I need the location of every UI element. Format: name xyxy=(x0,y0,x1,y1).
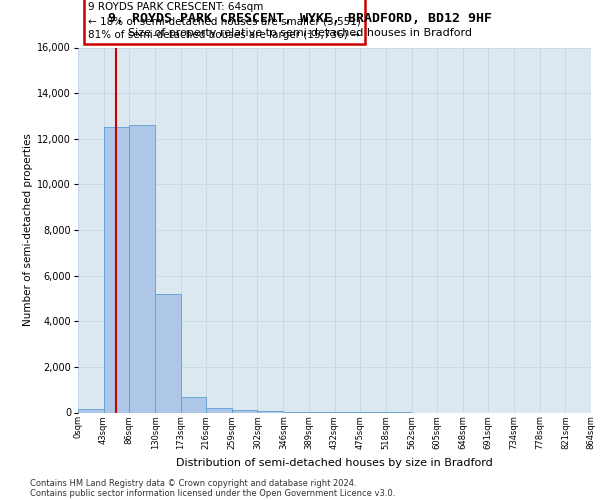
Y-axis label: Number of semi-detached properties: Number of semi-detached properties xyxy=(23,134,33,326)
Bar xyxy=(181,396,206,412)
Text: Size of property relative to semi-detached houses in Bradford: Size of property relative to semi-detach… xyxy=(128,28,472,38)
Text: 9, ROYDS PARK CRESCENT, WYKE, BRADFORD, BD12 9HF: 9, ROYDS PARK CRESCENT, WYKE, BRADFORD, … xyxy=(108,12,492,26)
Bar xyxy=(232,410,257,412)
Text: 9 ROYDS PARK CRESCENT: 64sqm
← 18% of semi-detached houses are smaller (3,551)
8: 9 ROYDS PARK CRESCENT: 64sqm ← 18% of se… xyxy=(88,2,361,40)
Bar xyxy=(206,408,232,412)
Bar xyxy=(78,409,104,412)
Bar xyxy=(104,128,129,412)
X-axis label: Distribution of semi-detached houses by size in Bradford: Distribution of semi-detached houses by … xyxy=(176,458,493,468)
Bar xyxy=(155,294,181,412)
Text: Contains HM Land Registry data © Crown copyright and database right 2024.: Contains HM Land Registry data © Crown c… xyxy=(30,478,356,488)
Text: Contains public sector information licensed under the Open Government Licence v3: Contains public sector information licen… xyxy=(30,488,395,498)
Bar xyxy=(129,125,155,412)
